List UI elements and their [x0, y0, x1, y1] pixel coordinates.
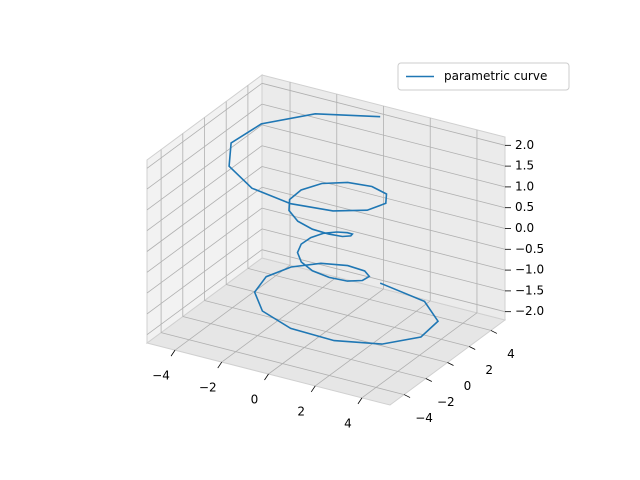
- grid-line: [146, 186, 263, 273]
- grid-line: [261, 207, 506, 271]
- x-tick-label: 2: [297, 404, 305, 418]
- grid-line: [146, 228, 263, 315]
- grid-line: [261, 166, 506, 229]
- z-tick-label: −1.0: [515, 263, 544, 277]
- y-tick-label: −2: [437, 395, 455, 409]
- grid-line: [261, 145, 506, 209]
- z-tick-label: 1.5: [515, 159, 534, 173]
- tick-mark: [425, 378, 432, 382]
- tick-mark: [357, 397, 363, 405]
- y-tick-label: −4: [415, 411, 433, 425]
- z-tick-label: 0.0: [515, 221, 534, 235]
- grid-line: [261, 103, 506, 167]
- grid-line: [146, 82, 263, 169]
- grid-line: [226, 284, 470, 347]
- legend-label: parametric curve: [444, 69, 547, 83]
- tick-mark: [403, 394, 411, 398]
- x-tick-label: 0: [251, 393, 259, 407]
- tick-mark: [447, 362, 454, 366]
- grid-line: [182, 316, 426, 379]
- tick-mark: [217, 361, 223, 369]
- grid-line: [261, 82, 506, 146]
- tick-mark: [310, 385, 316, 393]
- y-tick-label: 4: [507, 347, 515, 361]
- legend-box: [397, 62, 570, 91]
- z-tick-label: 0.5: [515, 200, 534, 214]
- grid-line: [261, 186, 506, 250]
- grid-line: [247, 268, 491, 331]
- z-tick-label: −1.5: [515, 283, 544, 297]
- grid-line: [204, 300, 448, 363]
- grid-line: [146, 249, 263, 336]
- tick-mark: [170, 349, 176, 357]
- tick-mark: [490, 330, 498, 334]
- y-tick-label: 0: [464, 379, 472, 393]
- x-tick-label: 4: [344, 416, 352, 430]
- grid-line: [146, 207, 263, 294]
- grid-line: [146, 103, 263, 190]
- x-tick-label: −2: [199, 381, 217, 395]
- x-tick-label: −4: [152, 369, 170, 383]
- z-tick-label: −0.5: [515, 242, 544, 256]
- grid-line: [261, 249, 506, 313]
- grid-line: [146, 124, 263, 211]
- legend: parametric curve: [397, 62, 570, 91]
- tick-mark: [469, 346, 476, 350]
- grid-line: [146, 166, 263, 252]
- z-tick-label: −2.0: [515, 304, 544, 318]
- y-tick-label: 2: [485, 363, 493, 377]
- tick-mark: [264, 373, 269, 381]
- grid-line: [261, 124, 506, 188]
- z-tick-label: 2.0: [515, 138, 534, 152]
- grid-line: [146, 145, 263, 232]
- curve: [228, 112, 440, 345]
- grid-line: [161, 332, 405, 395]
- grid-line: [261, 228, 506, 292]
- z-tick-label: 1.0: [515, 179, 534, 193]
